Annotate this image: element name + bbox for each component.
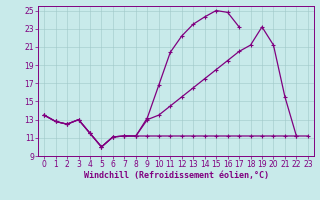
X-axis label: Windchill (Refroidissement éolien,°C): Windchill (Refroidissement éolien,°C) bbox=[84, 171, 268, 180]
